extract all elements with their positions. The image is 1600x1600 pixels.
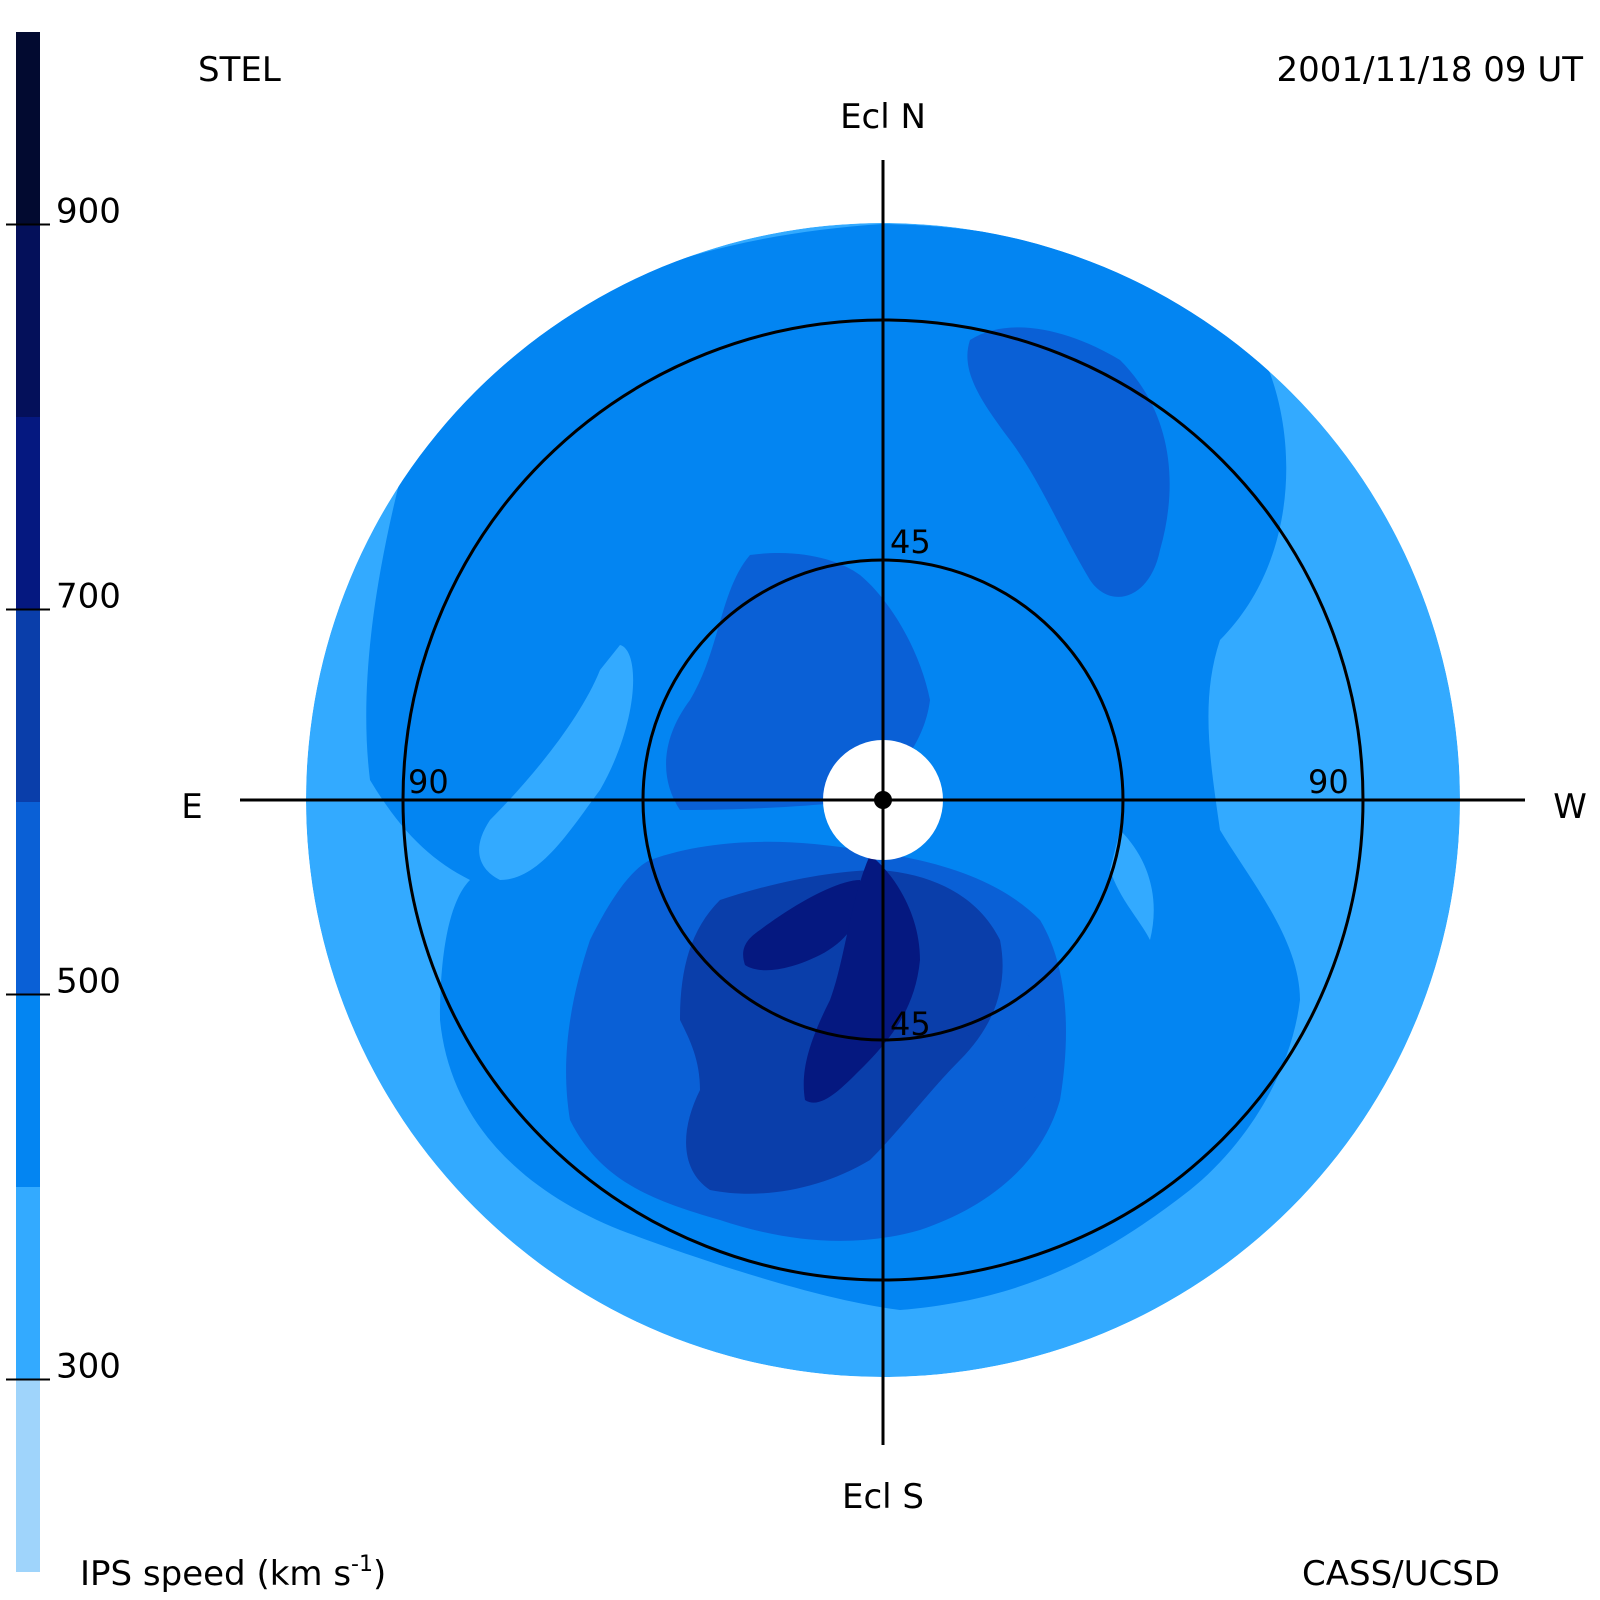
colorbar-band-200-300 (16, 1379, 40, 1572)
band-700-800-spur-east (743, 880, 863, 971)
ring-label-inner-south: 45 (890, 1005, 931, 1043)
station-label: STEL (198, 50, 281, 90)
colorbar-band-600-700 (16, 609, 40, 802)
colorbar-band-800-900 (16, 224, 40, 417)
colorbar-ticks: 300 500 700 900 (6, 192, 121, 1387)
ring-label-outer-west: 90 (1308, 763, 1349, 801)
colorbar-tick-label-500: 500 (56, 962, 121, 1002)
credit-label: CASS/UCSD (1302, 1554, 1500, 1594)
ring-label-outer-east: 90 (408, 763, 449, 801)
colorbar-band-500-600 (16, 802, 40, 995)
colorbar-tick-label-300: 300 (56, 1347, 121, 1387)
colorbar: 300 500 700 900 (6, 32, 121, 1572)
colorbar-tick-label-900: 900 (56, 192, 121, 232)
ring-label-inner-north: 45 (890, 523, 931, 561)
colorbar-tick-label-700: 700 (56, 577, 121, 617)
band-700-800-spur-south (803, 855, 920, 1103)
band-500-600-north-west (967, 327, 1170, 597)
direction-south: Ecl S (842, 1477, 924, 1517)
colorbar-band-400-500 (16, 994, 40, 1187)
direction-north: Ecl N (840, 97, 926, 137)
colorbar-bands (16, 32, 40, 1572)
datetime-label: 2001/11/18 09 UT (1277, 50, 1584, 90)
sun-center-dot (874, 791, 892, 809)
band-300-400-west-streak (1110, 830, 1154, 940)
colorbar-band-700-800 (16, 417, 40, 610)
colorbar-band-900-1000 (16, 32, 40, 225)
direction-east: E (181, 787, 202, 827)
band-300-400-east-streak (479, 645, 634, 880)
colorbar-title: IPS speed (km s-1) (80, 1552, 386, 1594)
direction-west: W (1553, 787, 1587, 827)
colorbar-band-300-400 (16, 1187, 40, 1380)
band-600-700-southwest-patch (996, 1027, 1045, 1113)
